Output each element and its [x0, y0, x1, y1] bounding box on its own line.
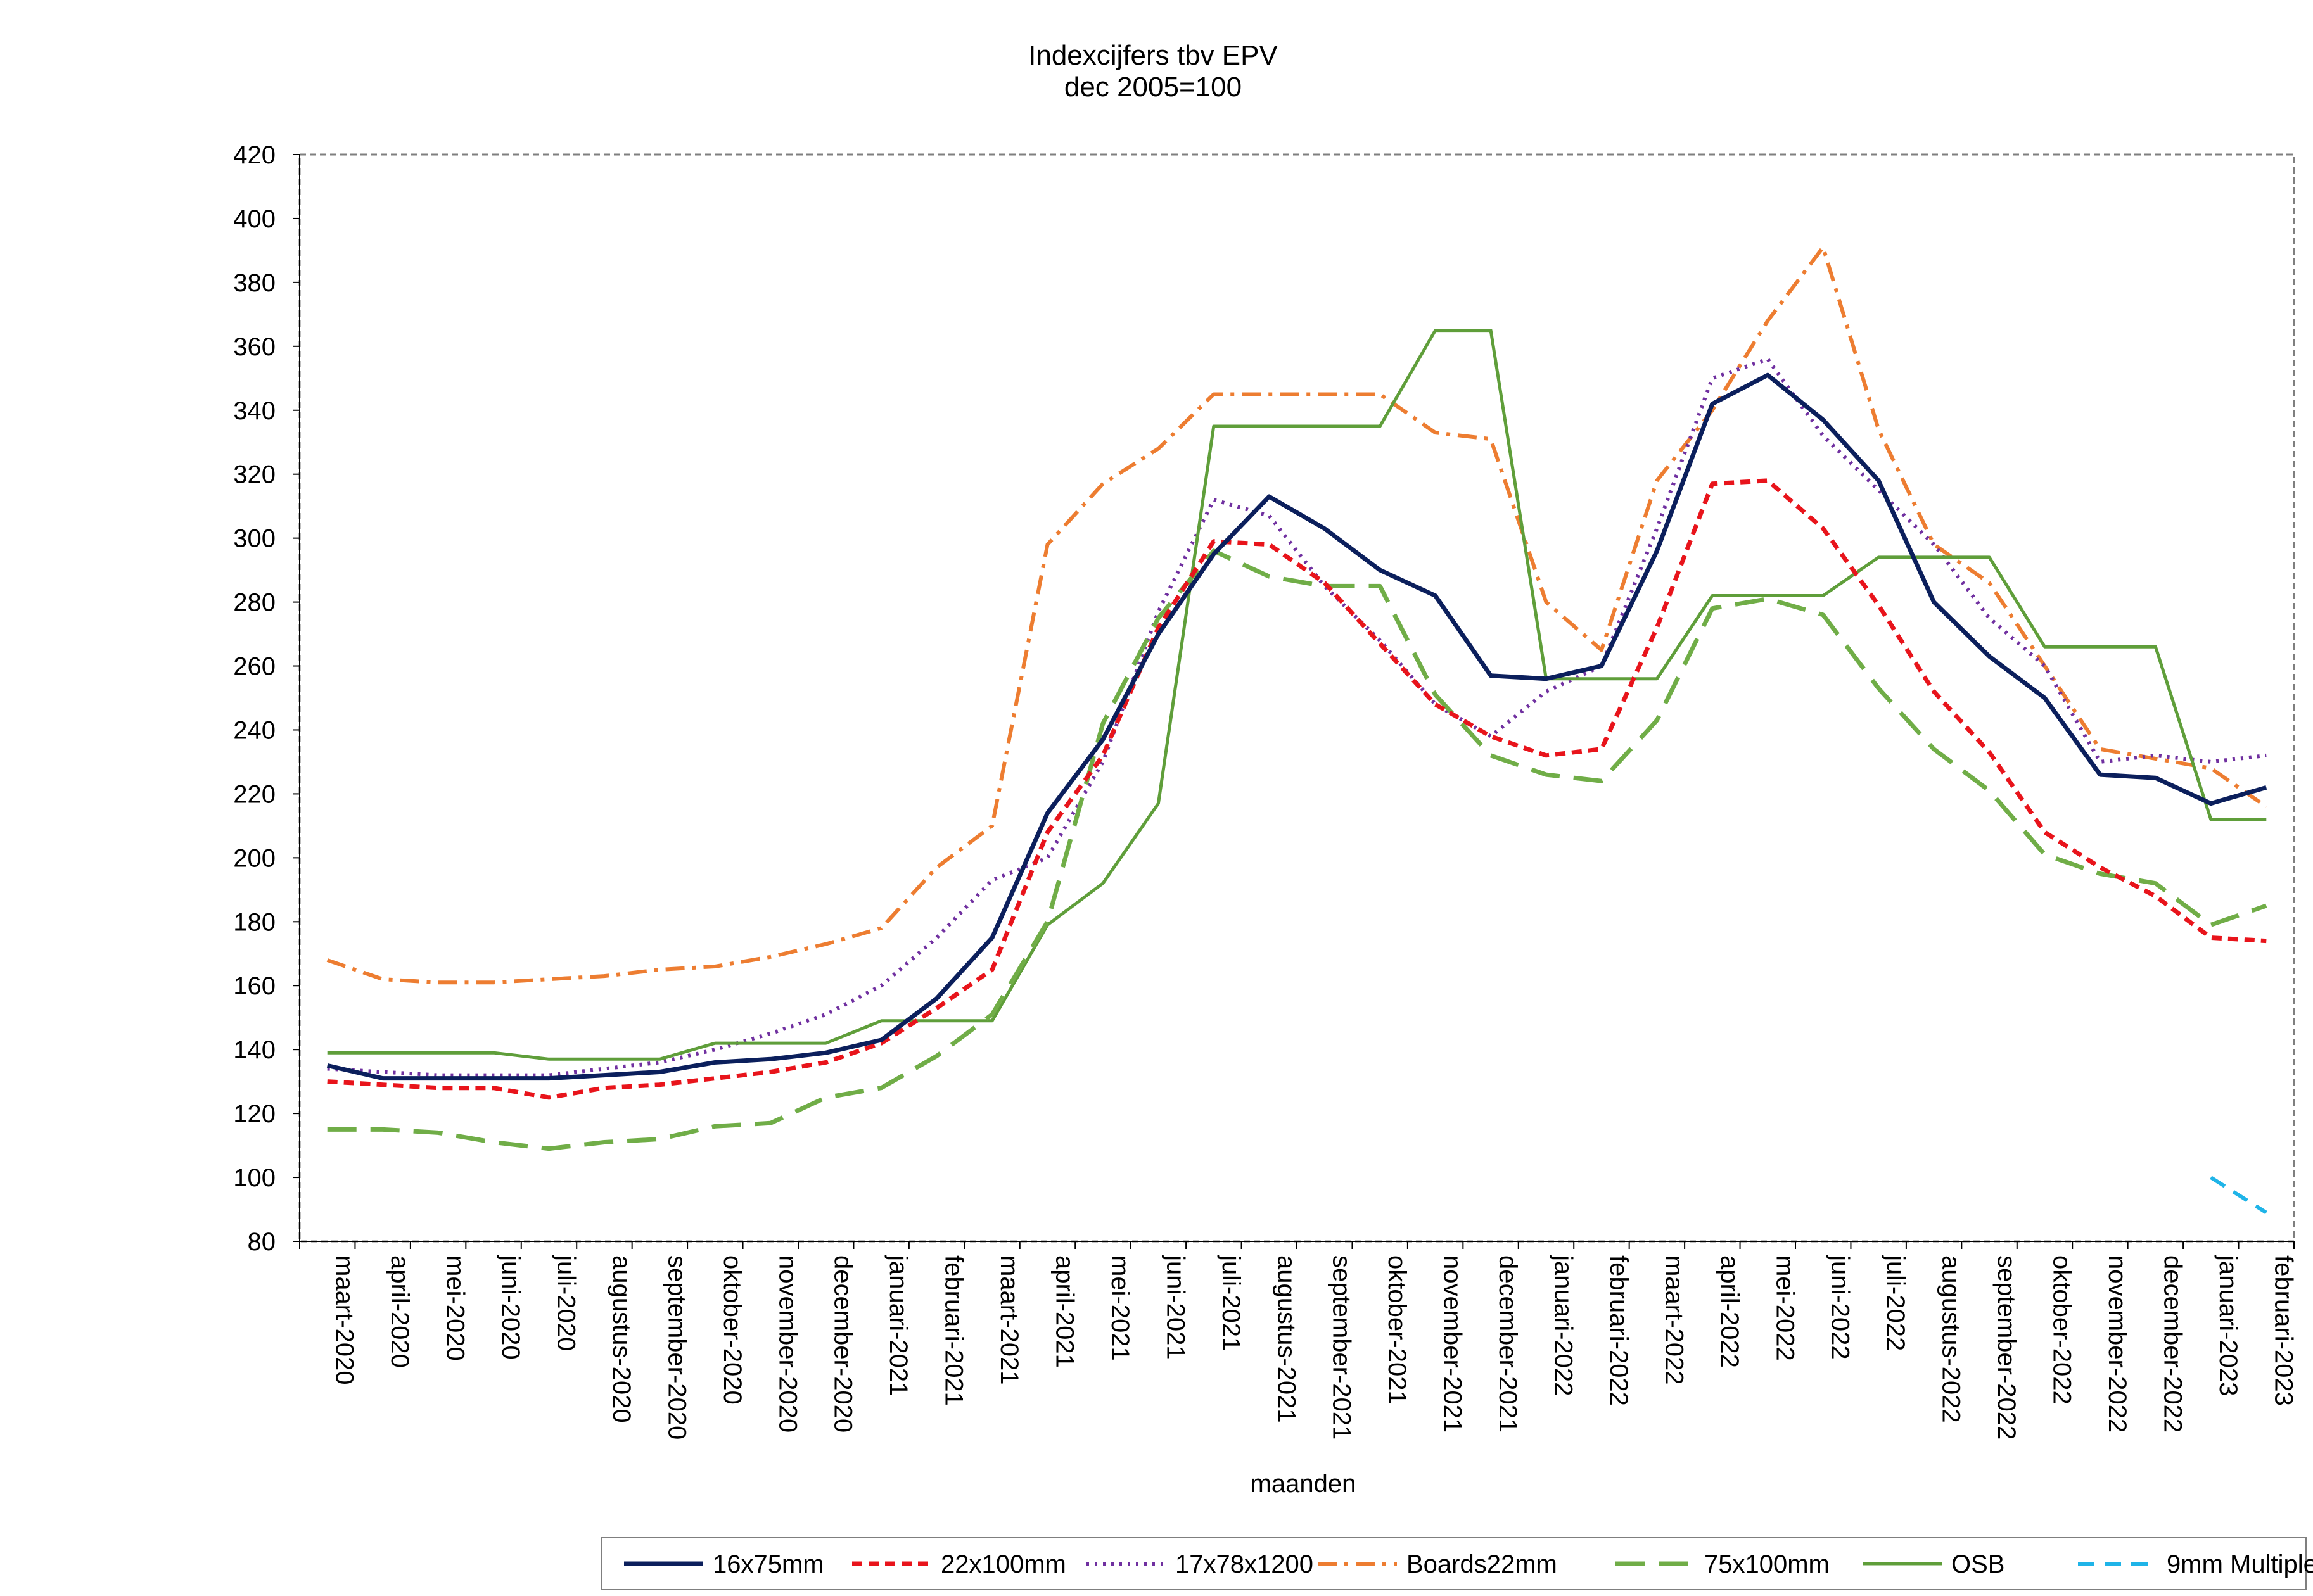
legend-label: 9mm Multiplex [2167, 1550, 2313, 1578]
x-tick-label: mei-2020 [442, 1255, 469, 1361]
x-axis: maart-2020 april-2020 mei-2020 juni-2020 jul… [299, 1241, 2297, 1440]
y-tick-label: 260 [233, 653, 276, 681]
x-tick-label: december-2022 [2158, 1255, 2186, 1433]
y-tick-label: 180 [233, 908, 276, 936]
y-tick-label: 140 [233, 1036, 276, 1064]
x-tick-label: november-2022 [2103, 1255, 2131, 1433]
series-layer [326, 245, 2268, 1215]
series-line-17x78x1200 [327, 357, 2267, 1077]
y-axis: 80 100 120 140 160 180 200 220 240 260 280 300 320 34… [233, 141, 300, 1256]
x-tick-label: september-2020 [663, 1255, 691, 1440]
x-tick-label: januari-2021 [884, 1255, 912, 1396]
legend-label: 22x100mm [941, 1550, 1066, 1578]
legend-label: OSB [1951, 1550, 2004, 1578]
x-tick-label: mei-2021 [1106, 1255, 1134, 1361]
legend-label: 16x75mm [713, 1550, 824, 1578]
chart-subtitle: dec 2005=100 [1064, 72, 1242, 103]
x-tick-label: november-2021 [1439, 1255, 1467, 1433]
x-tick-label: juli-2021 [1217, 1255, 1245, 1351]
x-tick-label: juli-2020 [552, 1255, 580, 1351]
y-tick-label: 340 [233, 397, 276, 425]
x-tick-label: oktober-2021 [1383, 1255, 1411, 1405]
y-tick-label: 280 [233, 589, 276, 617]
x-tick-label: april-2020 [386, 1255, 414, 1368]
x-tick-label: januari-2023 [2214, 1255, 2242, 1396]
chart-title: Indexcijfers tbv EPV [1028, 40, 1278, 71]
x-tick-label: december-2021 [1494, 1255, 1522, 1433]
x-tick-label: oktober-2020 [718, 1255, 746, 1405]
x-axis-label: maanden [1251, 1470, 1356, 1498]
x-tick-label: maart-2021 [995, 1255, 1023, 1385]
y-tick-label: 100 [233, 1164, 276, 1192]
y-tick-label: 360 [233, 333, 276, 361]
y-tick-label: 80 [248, 1228, 276, 1256]
x-tick-label: maart-2020 [331, 1255, 359, 1385]
y-tick-label: 200 [233, 844, 276, 872]
series-line-9mm-multiplex [2210, 1175, 2267, 1215]
y-tick-label: 160 [233, 972, 276, 1000]
series-line-75x100mm [327, 548, 2267, 1151]
x-tick-label: juli-2022 [1882, 1255, 1909, 1351]
series-line-osb [327, 329, 2267, 1061]
legend: 16x75mm 22x100mm 17x78x1200 Boards22mm 75x10… [624, 1550, 2313, 1578]
series-line-16x75mm [326, 372, 2267, 1081]
x-tick-label: juni-2021 [1161, 1255, 1189, 1360]
y-tick-label: 420 [233, 141, 276, 169]
x-tick-label: augustus-2020 [608, 1255, 635, 1423]
legend-label: 17x78x1200 [1175, 1550, 1313, 1578]
plot-area [298, 153, 2295, 1243]
x-tick-label: september-2022 [1992, 1255, 2020, 1440]
x-tick-label: januari-2022 [1550, 1255, 1577, 1396]
y-tick-label: 240 [233, 716, 276, 744]
x-tick-label: april-2021 [1051, 1255, 1079, 1368]
y-tick-label: 380 [233, 269, 276, 297]
y-tick-label: 120 [233, 1100, 276, 1128]
y-tick-label: 320 [233, 461, 276, 489]
x-tick-label: april-2022 [1716, 1255, 1743, 1368]
x-tick-label: mei-2022 [1771, 1255, 1799, 1361]
series-line-boards22mm [326, 245, 2268, 985]
legend-label: Boards22mm [1406, 1550, 1557, 1578]
x-tick-label: februari-2023 [2269, 1255, 2297, 1406]
x-tick-label: juni-2022 [1826, 1255, 1854, 1360]
x-tick-label: september-2021 [1328, 1255, 1356, 1440]
legend-label: 75x100mm [1704, 1550, 1830, 1578]
y-tick-label: 220 [233, 780, 276, 808]
x-tick-label: augustus-2021 [1272, 1255, 1300, 1423]
x-tick-label: oktober-2022 [2048, 1255, 2076, 1405]
x-tick-label: november-2020 [774, 1255, 801, 1433]
x-tick-label: december-2020 [829, 1255, 857, 1433]
y-tick-label: 300 [233, 525, 276, 553]
x-tick-label: augustus-2022 [1937, 1255, 1965, 1423]
x-tick-label: februari-2022 [1605, 1255, 1633, 1406]
x-tick-label: februari-2021 [940, 1255, 968, 1406]
x-tick-label: juni-2020 [497, 1255, 525, 1360]
x-tick-label: maart-2022 [1660, 1255, 1688, 1385]
y-tick-label: 400 [233, 205, 276, 233]
